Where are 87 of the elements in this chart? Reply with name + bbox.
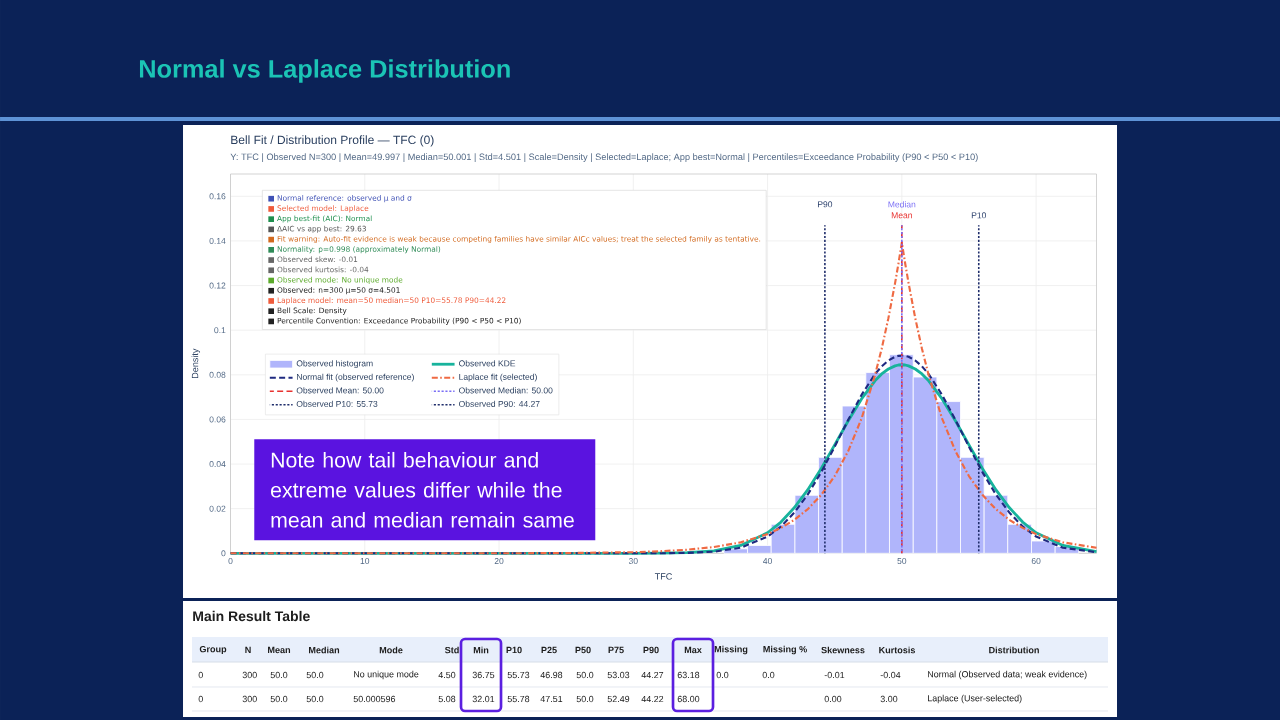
- text: 0: [198, 695, 203, 703]
- annotation: P90: [817, 201, 833, 208]
- text: 0: [198, 671, 203, 679]
- text: 50.000596: [353, 695, 396, 703]
- y-tick-label: 0.1: [214, 327, 226, 334]
- text: 50.0: [576, 671, 594, 679]
- category-label: P10: [506, 646, 522, 654]
- category-label: Mode: [379, 646, 403, 654]
- text: 50.0: [576, 695, 594, 703]
- text: 5.08: [438, 695, 456, 703]
- text: No unique mode: [354, 670, 419, 680]
- category-label: P25: [541, 646, 557, 654]
- y-tick-label: 0.06: [209, 416, 226, 423]
- y-axis-title: Density: [191, 348, 201, 379]
- text: 55.78: [507, 695, 530, 703]
- text: 55.73: [507, 671, 530, 679]
- annotation: P10: [971, 212, 987, 219]
- chart-title: Bell Fit / Distribution Profile — TFC (0): [231, 135, 434, 147]
- category-label: Max: [684, 646, 702, 654]
- category-label: P50: [575, 646, 591, 654]
- category-label: Min: [473, 646, 489, 654]
- text: 4.50: [438, 671, 456, 679]
- text: 50.0: [270, 671, 288, 679]
- legend-label: Observed P90: 44.27: [459, 400, 540, 407]
- y-tick-label: 0.02: [209, 505, 226, 512]
- text: Main Result Table: [193, 610, 310, 622]
- category-label: Kurtosis: [879, 646, 916, 654]
- category-label: Missing: [714, 645, 748, 655]
- text: 50.0: [306, 671, 324, 679]
- annotation: Median: [888, 201, 916, 208]
- y-tick-label: 0: [221, 550, 226, 557]
- category-label: Std: [444, 646, 459, 654]
- text: 32.01: [472, 695, 495, 703]
- text: 47.51: [540, 695, 563, 703]
- text: -0.04: [880, 671, 901, 679]
- annotation: Note how tail behaviour and extreme values differ while the mean and median remain same: [271, 451, 574, 528]
- annotation: Mean: [891, 212, 912, 219]
- chart-subtitle: Y: TFC | Observed N=300 | Mean=49.997 | Median=50.001 | Std=4.501 | Scale=Density | Selected=Laplace; App best=Normal | Percentiles=Exceedance Probability (P90 < P50 < P10): [230, 153, 978, 162]
- y-tick-label: 0.16: [209, 193, 226, 200]
- legend-label: Laplace fit (selected): [459, 373, 537, 382]
- legend-label: Observed histogram: [296, 360, 373, 369]
- x-tick-label: 0: [228, 558, 233, 565]
- category-label: Median: [309, 646, 340, 654]
- text: 0.0: [762, 671, 775, 679]
- category-label: Mean: [268, 646, 291, 654]
- category-label: Missing %: [763, 645, 807, 655]
- text: 46.98: [540, 671, 563, 679]
- x-tick-label: 20: [494, 558, 504, 565]
- text: 3.00: [880, 695, 898, 703]
- x-tick-label: 40: [763, 558, 772, 565]
- text: 53.03: [607, 671, 630, 679]
- text: 44.22: [641, 695, 664, 703]
- legend-label: Observed Median: 50.00: [459, 387, 553, 394]
- text: 0.0: [716, 671, 729, 679]
- text: 36.75: [472, 671, 495, 679]
- text: 52.49: [607, 695, 630, 703]
- category-label: P90: [643, 646, 659, 654]
- legend-label: Observed KDE: [459, 360, 516, 367]
- text: 50.0: [306, 695, 324, 703]
- text: 300: [242, 671, 257, 679]
- legend-label: Observed Mean: 50.00: [296, 387, 384, 394]
- legend-label: Observed P10: 55.73: [296, 400, 378, 407]
- text: 0.00: [824, 695, 842, 703]
- category-label: N: [245, 646, 251, 654]
- text: 300: [242, 695, 257, 703]
- category-label: Distribution: [989, 646, 1039, 654]
- y-tick-label: 0.14: [209, 237, 226, 244]
- text: 63.18: [677, 671, 700, 679]
- legend-label: Normal fit (observed reference): [297, 373, 414, 382]
- text: Normal (Observed data; weak evidence): [928, 670, 1087, 680]
- text: -0.01: [824, 671, 845, 679]
- y-tick-label: 0.04: [209, 461, 226, 468]
- text: Normal vs Laplace Distribution: [139, 59, 510, 83]
- y-tick-label: 0.08: [209, 371, 226, 378]
- text: 44.27: [641, 671, 664, 679]
- category-label: P75: [608, 646, 624, 654]
- x-axis-title: TFC: [654, 573, 672, 580]
- text: Laplace (User-selected): [928, 694, 1022, 704]
- x-tick-label: 10: [360, 558, 370, 565]
- text: 68.00: [677, 695, 700, 703]
- y-tick-label: 0.12: [209, 282, 226, 289]
- category-label: Skewness: [821, 646, 865, 654]
- x-tick-label: 30: [628, 558, 638, 565]
- category-label: Group: [199, 645, 227, 655]
- x-tick-label: 50: [897, 558, 907, 565]
- text: 50.0: [270, 695, 288, 703]
- x-tick-label: 60: [1031, 558, 1041, 565]
